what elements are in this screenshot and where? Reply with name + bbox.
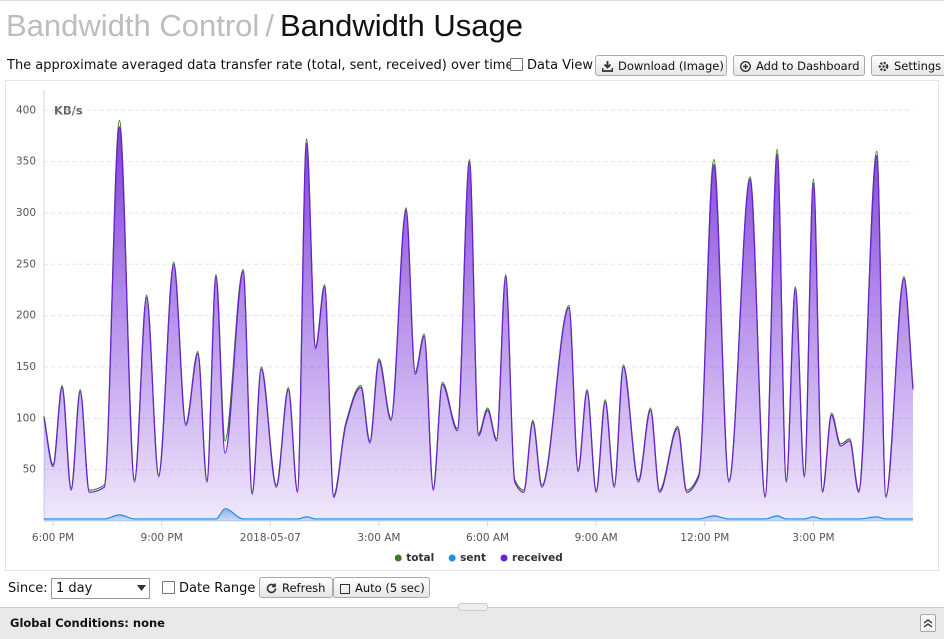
button-label: Add to Dashboard	[756, 59, 860, 73]
controls-bar: Since: 1 day Date Range Refresh Auto (5 …	[0, 576, 944, 602]
top-border	[0, 0, 944, 1]
y-tick-label: 150	[16, 361, 36, 373]
y-tick-label: 350	[16, 156, 36, 168]
legend-label: received	[512, 552, 563, 564]
download-icon	[601, 61, 614, 72]
expand-button[interactable]	[920, 614, 936, 632]
button-label: Download (Image)	[618, 59, 724, 73]
gear-icon	[878, 61, 889, 72]
breadcrumb-separator: /	[265, 8, 274, 43]
resize-handle[interactable]	[458, 603, 488, 611]
legend-marker	[500, 554, 508, 562]
series-line	[43, 126, 914, 498]
x-tick-label: 6:00 AM	[466, 532, 509, 544]
y-tick-label: 200	[16, 310, 36, 322]
area	[44, 126, 913, 521]
x-tick-label: 3:00 AM	[357, 532, 400, 544]
legend: total sent received	[394, 552, 563, 564]
refresh-button[interactable]: Refresh	[259, 577, 333, 598]
x-tick-label: 9:00 AM	[575, 532, 618, 544]
refresh-icon	[266, 583, 277, 594]
settings-button[interactable]: Settings	[871, 55, 944, 76]
since-value: 1 day	[56, 581, 93, 596]
y-tick-label: 250	[16, 258, 36, 270]
date-range-toggle[interactable]: Date Range	[162, 581, 255, 596]
description: The approximate averaged data transfer r…	[7, 58, 518, 73]
footer-bar: Global Conditions: none	[0, 607, 944, 639]
checkbox[interactable]	[510, 58, 523, 71]
legend-marker	[448, 554, 456, 562]
y-tick-label: 50	[23, 464, 36, 476]
global-conditions[interactable]: Global Conditions: none	[10, 616, 165, 630]
since-select[interactable]: 1 day	[51, 578, 150, 599]
since-label: Since:	[8, 581, 48, 596]
x-tick-label: 2018-05-07	[240, 532, 301, 544]
y-tick-label: 300	[16, 207, 36, 219]
download-button[interactable]: Download (Image)	[595, 55, 727, 76]
legend-marker	[394, 554, 402, 562]
data-view-toggle[interactable]: Data View	[510, 58, 593, 73]
chevron-icon	[923, 619, 933, 628]
x-tick-label: 9:00 PM	[141, 532, 183, 544]
breadcrumb-parent[interactable]: Bandwidth Control	[6, 8, 260, 43]
checkbox-icon	[340, 584, 350, 594]
legend-label: sent	[460, 552, 486, 564]
dashboard-button[interactable]: Add to Dashboard	[733, 55, 865, 76]
data-view-label: Data View	[527, 58, 594, 73]
date-range-label: Date Range	[179, 581, 256, 596]
page-header: Bandwidth Control / Bandwidth Usage	[6, 8, 523, 44]
plus-icon	[739, 60, 752, 73]
dropdown-arrow	[137, 585, 146, 591]
x-tick-label: 6:00 PM	[32, 532, 74, 544]
series-line	[44, 508, 913, 520]
page-title: Bandwidth Usage	[279, 8, 523, 43]
y-tick-label: 100	[16, 412, 36, 424]
x-tick-label: 3:00 PM	[792, 532, 834, 544]
chart-frame	[5, 80, 939, 571]
checkbox[interactable]	[162, 581, 175, 594]
button-label: Refresh	[282, 581, 326, 595]
x-tick-label: 12:00 PM	[680, 532, 729, 544]
y-tick-label: 400	[16, 104, 36, 116]
button-label: Settings	[894, 59, 942, 73]
legend-label: total	[406, 552, 434, 564]
auto-button[interactable]: Auto (5 sec)	[333, 577, 430, 598]
button-label: Auto (5 sec)	[355, 581, 425, 595]
